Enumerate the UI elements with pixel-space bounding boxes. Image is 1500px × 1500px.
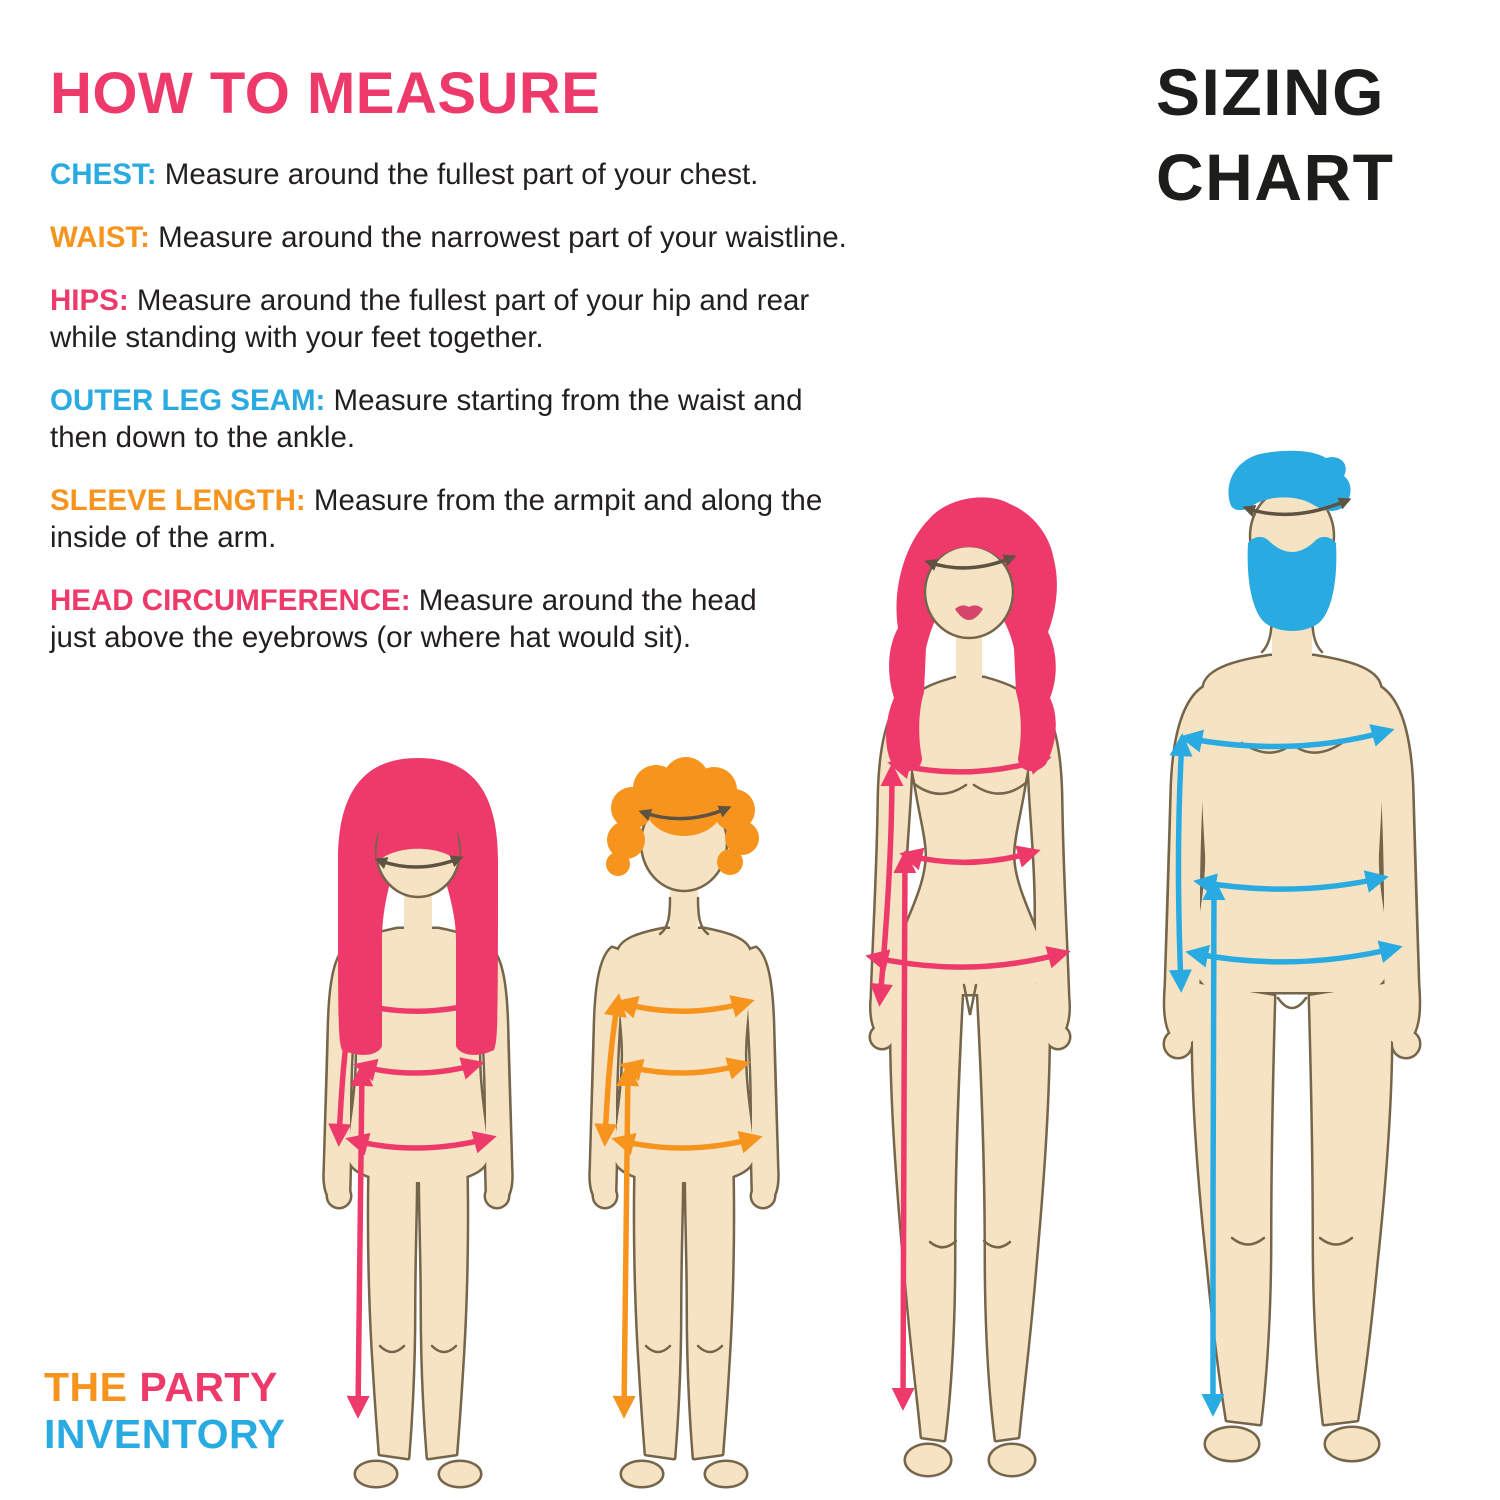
boy-body-details	[644, 1184, 724, 1354]
man-chest-line	[1179, 724, 1395, 753]
boy-chest-line	[614, 995, 755, 1019]
man-body-fill	[1165, 656, 1419, 1460]
figure-man	[1142, 448, 1494, 1496]
woman-head-circumference-line	[924, 554, 1017, 571]
man-measurement-lines	[1168, 724, 1403, 1417]
girl-hair	[338, 758, 498, 1055]
measure-instructions: CHEST: Measure around the fullest part o…	[50, 156, 910, 682]
woman-measurement-lines	[865, 752, 1071, 1411]
girl-outer-leg-line	[346, 1063, 374, 1419]
instruction-sleeve-length-label: SLEEVE LENGTH:	[50, 484, 306, 517]
woman-bangs	[926, 512, 1012, 572]
sizing-chart-line1: SIZING	[1156, 55, 1386, 129]
woman-face	[923, 544, 1015, 640]
girl-neck	[404, 886, 432, 939]
instruction-head-circumference-label: HEAD CIRCUMFERENCE:	[50, 584, 411, 617]
instruction-head-circumference: HEAD CIRCUMFERENCE: Measure around the h…	[50, 584, 757, 654]
instruction-waist: WAIST: Measure around the narrowest part…	[50, 221, 847, 254]
man-head-circumference-line	[1242, 497, 1352, 517]
brand-logo-line1: THE PARTY	[44, 1364, 285, 1411]
instruction-hips-label: HIPS:	[50, 284, 129, 317]
brand-logo-party: PARTY	[139, 1364, 278, 1410]
man-hair	[1228, 450, 1351, 511]
girl-chest-line	[348, 995, 489, 1019]
girl-bangs	[376, 790, 460, 863]
woman-waist-line	[899, 845, 1041, 871]
man-outer-leg-line	[1201, 877, 1226, 1417]
girl-measurement-lines	[328, 993, 497, 1419]
woman-illustration	[865, 497, 1168, 1500]
woman-lips	[955, 605, 983, 620]
girl-body-details	[378, 1184, 458, 1354]
woman-body-details	[910, 779, 1030, 1249]
boy-illustration	[556, 757, 816, 1498]
instruction-outer-leg-seam-label: OUTER LEG SEAM:	[50, 384, 326, 417]
instruction-waist-label: WAIST:	[50, 221, 150, 254]
girl-sleeve-line	[328, 993, 361, 1147]
man-illustration	[1142, 450, 1494, 1496]
sizing-chart-heading: SIZING CHART	[1156, 50, 1394, 220]
woman-chest-line	[887, 752, 1052, 780]
brand-logo-the: THE	[44, 1364, 128, 1410]
figure-boy	[556, 748, 816, 1498]
instruction-sleeve-length: SLEEVE LENGTH: Measure from the armpit a…	[50, 484, 823, 554]
boy-measurement-lines	[594, 993, 763, 1419]
figure-girl	[280, 748, 540, 1498]
brand-logo: THE PARTY INVENTORY	[44, 1364, 285, 1458]
figure-woman	[848, 452, 1168, 1500]
boy-outer-leg-line	[612, 1063, 640, 1419]
girl-head-circumference-line	[374, 855, 464, 869]
brand-logo-inventory: INVENTORY	[44, 1411, 286, 1457]
man-sleeve-line	[1168, 733, 1193, 993]
woman-bust-left	[910, 780, 968, 795]
boy-sleeve-line	[594, 993, 627, 1147]
boy-neck	[670, 878, 698, 939]
instruction-outer-leg-seam: OUTER LEG SEAM: Measure starting from th…	[50, 384, 803, 454]
girl-illustration	[280, 758, 540, 1498]
woman-bust-right	[972, 779, 1030, 795]
brand-logo-line2: INVENTORY	[44, 1411, 285, 1458]
instruction-hips: HIPS: Measure around the fullest part of…	[50, 284, 810, 354]
woman-sleeve-line	[869, 763, 904, 1007]
instruction-chest: CHEST: Measure around the fullest part o…	[50, 158, 759, 191]
man-beard	[1247, 536, 1337, 631]
woman-neck	[956, 627, 982, 685]
woman-outer-leg-line	[891, 850, 917, 1411]
instruction-chest-label: CHEST:	[50, 158, 157, 191]
boy-hair	[606, 757, 759, 876]
page-title: HOW TO MEASURE	[50, 61, 601, 126]
boy-head-circumference-line	[638, 805, 732, 821]
sizing-chart-line2: CHART	[1156, 140, 1395, 214]
